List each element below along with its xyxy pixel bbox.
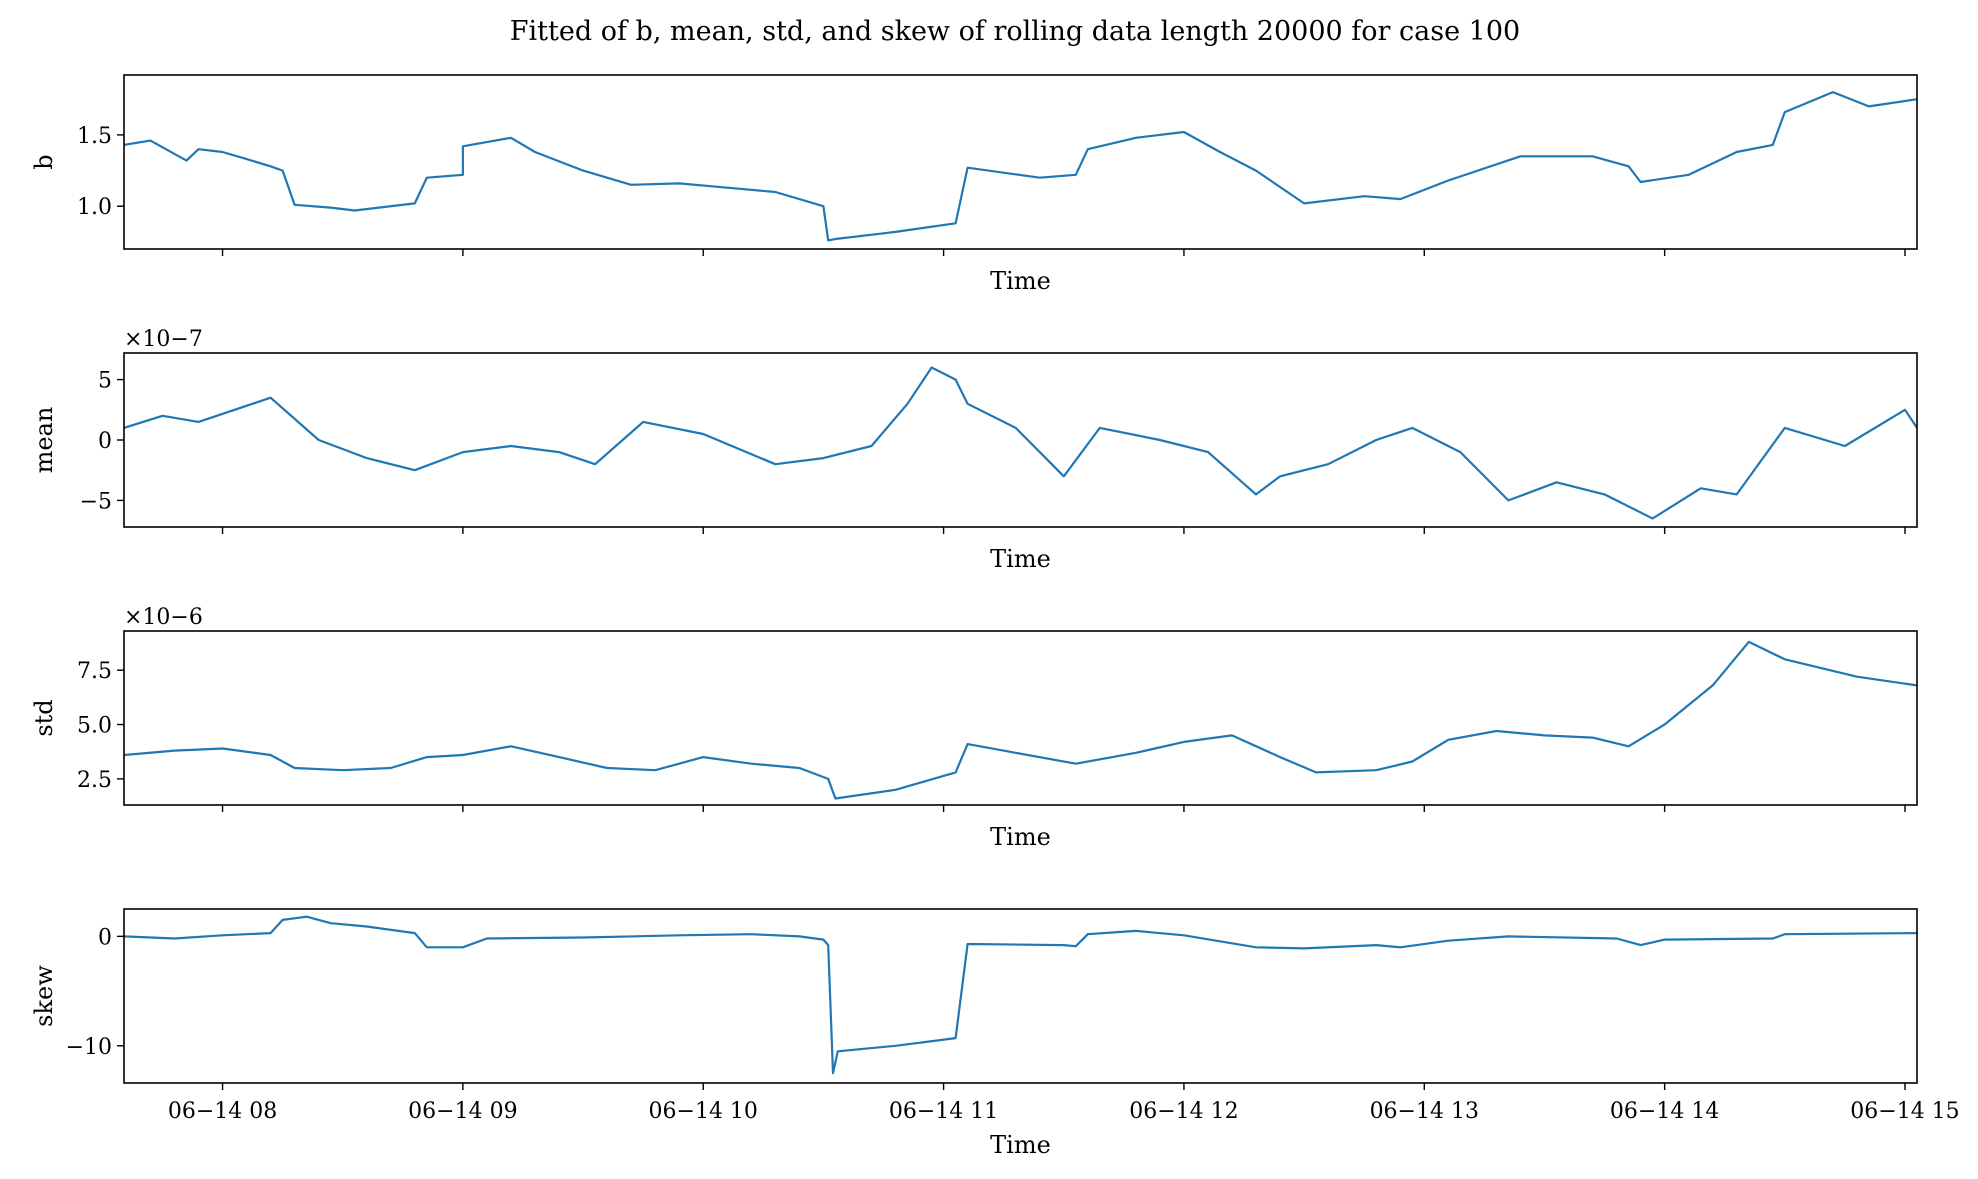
- y-axis-label-skew: skew: [30, 965, 58, 1027]
- subplot-b: 1.0 1.5 Time b: [30, 74, 1918, 295]
- x-tick-label: 06−14 12: [1129, 1099, 1238, 1124]
- y-tick-label-b: 1.0: [77, 195, 112, 220]
- x-tick-label: 06−14 09: [408, 1099, 517, 1124]
- y-tick-label-std: 5.0: [77, 714, 112, 739]
- x-tick-label: 06−14 14: [1610, 1099, 1719, 1124]
- series-line-skew: [123, 915, 1918, 1075]
- y-axis-label-std: std: [30, 699, 58, 736]
- axes-frame-std: [123, 630, 1918, 806]
- x-tick-label: 06−14 08: [168, 1099, 277, 1124]
- y-tick-label-std: 7.5: [77, 659, 112, 684]
- series-line-std: [123, 640, 1918, 800]
- subplot-mean: −5 0 5 Time mean ×10−7: [30, 327, 1918, 573]
- series-line-b: [123, 90, 1918, 242]
- axes-frame-b: [123, 74, 1918, 250]
- x-axis-label-b: Time: [990, 267, 1051, 295]
- axes-frame-mean: [123, 352, 1918, 528]
- offset-text-mean: ×10−7: [124, 327, 203, 352]
- y-tick-label-mean: 0: [98, 429, 112, 454]
- y-axis-label-b: b: [30, 154, 58, 169]
- subplots: 1.0 1.5 Time b −5 0 5 Time mean ×10−7 2.5 5.0 7.5 Tim…: [30, 74, 1960, 1159]
- x-axis-label-mean: Time: [990, 545, 1051, 573]
- subplot-skew: −10 0 06−14 08 06−14 09 06−14 10 06−14 11 06−1…: [30, 908, 1960, 1159]
- y-axis-label-mean: mean: [30, 407, 58, 474]
- y-tick-label-mean: 5: [98, 369, 112, 394]
- y-tick-label-mean: −5: [80, 489, 112, 514]
- x-axis-label-std: Time: [990, 823, 1051, 851]
- x-tick-label: 06−14 11: [889, 1099, 998, 1124]
- y-tick-label-skew: 0: [98, 925, 112, 950]
- y-tick-label-b: 1.5: [77, 124, 112, 149]
- axes-frame-skew: [123, 908, 1918, 1084]
- x-axis-label-skew: Time: [990, 1131, 1051, 1159]
- offset-text-std: ×10−6: [124, 605, 203, 630]
- x-tick-label: 06−14 10: [649, 1099, 758, 1124]
- series-line-mean: [123, 366, 1918, 520]
- y-tick-label-skew: −10: [66, 1035, 112, 1060]
- x-tick-label: 06−14 13: [1370, 1099, 1479, 1124]
- x-tick-label: 06−14 15: [1850, 1099, 1959, 1124]
- y-tick-label-std: 2.5: [77, 768, 112, 793]
- subplot-std: 2.5 5.0 7.5 Time std ×10−6: [30, 605, 1918, 851]
- chart-title: Fitted of b, mean, std, and skew of roll…: [510, 16, 1520, 47]
